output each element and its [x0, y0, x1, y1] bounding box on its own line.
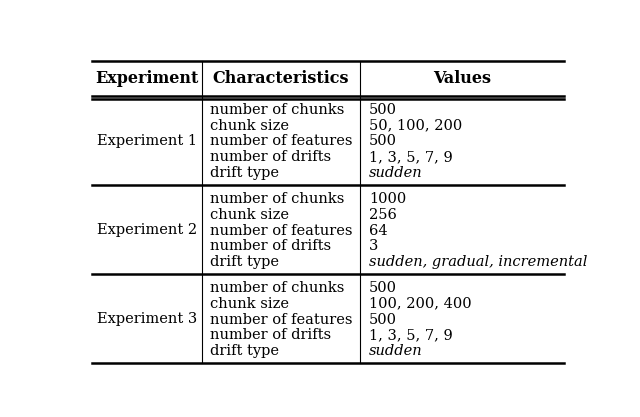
Text: 1, 3, 5, 7, 9: 1, 3, 5, 7, 9	[369, 151, 453, 164]
Text: number of drifts: number of drifts	[211, 239, 332, 254]
Text: 500: 500	[369, 281, 397, 295]
Text: number of chunks: number of chunks	[211, 281, 345, 295]
Text: sudden: sudden	[369, 166, 423, 180]
Text: number of features: number of features	[211, 134, 353, 148]
Text: chunk size: chunk size	[211, 208, 289, 221]
Text: 50, 100, 200: 50, 100, 200	[369, 118, 463, 133]
Text: number of chunks: number of chunks	[211, 103, 345, 117]
Text: Experiment 3: Experiment 3	[97, 311, 197, 326]
Text: 500: 500	[369, 134, 397, 148]
Text: chunk size: chunk size	[211, 296, 289, 311]
Text: sudden, gradual, incremental: sudden, gradual, incremental	[369, 255, 588, 269]
Text: Experiment: Experiment	[95, 70, 198, 87]
Text: 3: 3	[369, 239, 378, 254]
Text: Characteristics: Characteristics	[212, 70, 349, 87]
Text: Values: Values	[433, 70, 491, 87]
Text: 500: 500	[369, 103, 397, 117]
Text: 1, 3, 5, 7, 9: 1, 3, 5, 7, 9	[369, 329, 453, 342]
Text: Experiment 2: Experiment 2	[97, 223, 197, 236]
Text: number of features: number of features	[211, 224, 353, 238]
Text: sudden: sudden	[369, 344, 423, 358]
Text: 1000: 1000	[369, 192, 406, 206]
Text: number of features: number of features	[211, 313, 353, 327]
Text: number of drifts: number of drifts	[211, 151, 332, 164]
Text: drift type: drift type	[211, 344, 280, 358]
Text: number of drifts: number of drifts	[211, 329, 332, 342]
Text: drift type: drift type	[211, 166, 280, 180]
Text: Experiment 1: Experiment 1	[97, 133, 197, 148]
Text: number of chunks: number of chunks	[211, 192, 345, 206]
Text: 100, 200, 400: 100, 200, 400	[369, 296, 472, 311]
Text: drift type: drift type	[211, 255, 280, 269]
Text: 500: 500	[369, 313, 397, 327]
Text: 256: 256	[369, 208, 397, 221]
Text: chunk size: chunk size	[211, 118, 289, 133]
Text: 64: 64	[369, 224, 388, 238]
